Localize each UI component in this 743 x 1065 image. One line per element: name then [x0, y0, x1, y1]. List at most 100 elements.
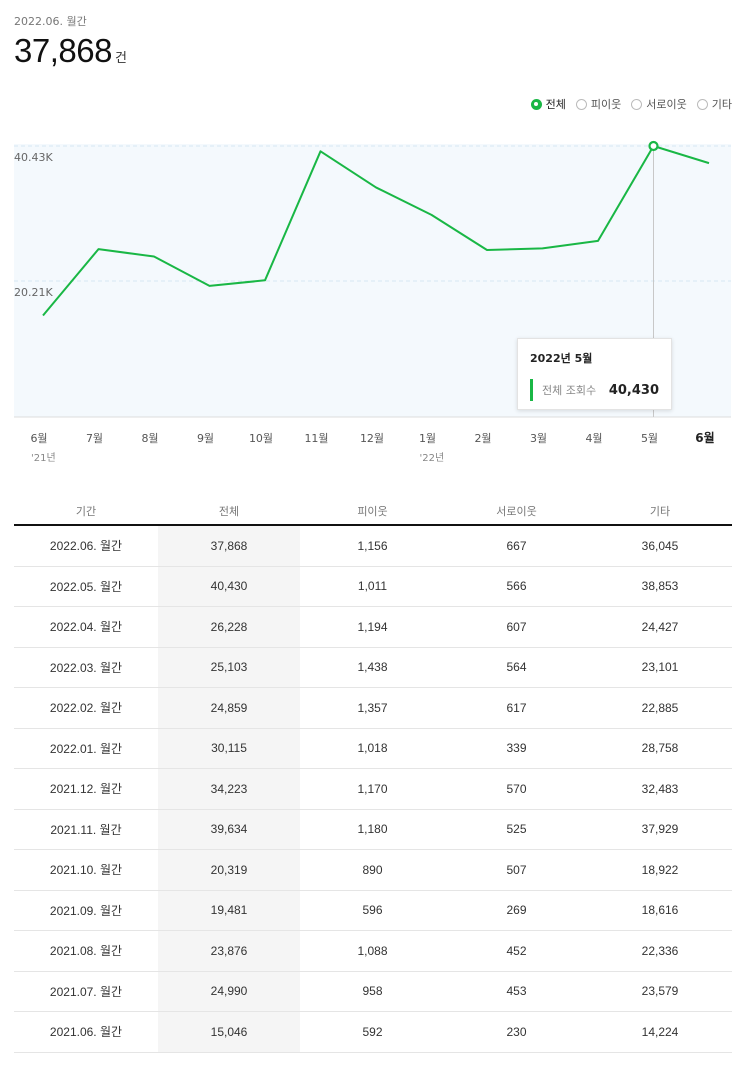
line-chart[interactable]: 20.21K 40.43K 6월 '21년 7월 8월 9월 10월 11월 12월 1월 '22년 2…: [0, 115, 743, 470]
stats-table: 기간 전체 피이웃 서로이웃 기타 2022.06. 월간 37,868 1,156 667 3…: [14, 497, 732, 1053]
table-cell: 1,438: [300, 647, 445, 688]
table-row: 2022.04. 월간 26,228 1,194 607 24,427: [14, 606, 732, 648]
table-cell: 34,223: [158, 768, 300, 810]
series-line: [42, 145, 710, 317]
highlight-point: [648, 140, 659, 152]
radio-icon: [530, 98, 542, 110]
table-cell: 2021.06. 월간: [14, 1011, 158, 1053]
table-cell: 1,170: [300, 768, 445, 810]
table-cell: 23,876: [158, 930, 300, 972]
table-row: 2022.05. 월간 40,430 1,011 566 38,853: [14, 566, 732, 607]
table-cell: 1,357: [300, 687, 445, 729]
x-tick-label: 11월: [304, 432, 328, 445]
table-cell: 525: [445, 809, 588, 850]
filter-neighbor[interactable]: 피이웃: [575, 96, 622, 112]
radio-icon: [631, 98, 643, 110]
table-cell: 2022.05. 월간: [14, 566, 158, 607]
table-cell: 269: [445, 890, 588, 931]
filter-mutual-neighbor[interactable]: 서로이웃: [631, 96, 687, 112]
radio-icon: [575, 98, 587, 110]
table-row: 2021.09. 월간 19,481 596 269 18,616: [14, 890, 732, 931]
filter-other[interactable]: 기타: [696, 96, 732, 112]
table-cell: 958: [300, 971, 445, 1012]
table-row: 2021.10. 월간 20,319 890 507 18,922: [14, 849, 732, 891]
table-row: 2021.07. 월간 24,990 958 453 23,579: [14, 971, 732, 1012]
x-tick-label: 4월: [585, 432, 602, 445]
table-cell: 37,929: [588, 809, 732, 850]
table-cell: 1,180: [300, 809, 445, 850]
filter-label: 기타: [711, 98, 732, 111]
table-row: 2022.06. 월간 37,868 1,156 667 36,045: [14, 525, 732, 567]
table-row: 2021.11. 월간 39,634 1,180 525 37,929: [14, 809, 732, 850]
table-cell: 22,885: [588, 687, 732, 729]
table-cell: 2022.06. 월간: [14, 525, 158, 567]
column-header: 전체: [158, 497, 300, 526]
table-cell: 2021.10. 월간: [14, 849, 158, 891]
table-cell: 15,046: [158, 1011, 300, 1053]
table-cell: 617: [445, 687, 588, 729]
x-tick-label: 6월: [695, 430, 714, 445]
x-tick-label: 1월: [419, 432, 436, 445]
filter-all[interactable]: 전체: [530, 96, 566, 112]
filter-label: 전체: [545, 98, 566, 111]
table-header-row: 기간 전체 피이웃 서로이웃 기타: [14, 497, 732, 526]
table-cell: 890: [300, 849, 445, 891]
column-header: 피이웃: [300, 497, 445, 526]
y-tick-label: 40.43K: [14, 151, 53, 164]
table-cell: 2022.04. 월간: [14, 606, 158, 648]
table-cell: 28,758: [588, 728, 732, 769]
table-cell: 564: [445, 647, 588, 688]
table-cell: 39,634: [158, 809, 300, 850]
tooltip-label: 전체 조회수: [542, 384, 597, 397]
x-tick-label: 6월: [30, 432, 47, 445]
table-cell: 38,853: [588, 566, 732, 607]
table-row: 2022.03. 월간 25,103 1,438 564 23,101: [14, 647, 732, 688]
table-cell: 2021.12. 월간: [14, 768, 158, 810]
column-header: 기간: [14, 497, 158, 526]
filter-label: 서로이웃: [646, 98, 687, 111]
table-cell: 22,336: [588, 930, 732, 972]
x-tick-label: 2월: [474, 432, 491, 445]
column-header: 기타: [588, 497, 732, 526]
table-cell: 592: [300, 1011, 445, 1053]
table-cell: 14,224: [588, 1011, 732, 1053]
table-cell: 1,194: [300, 606, 445, 648]
table-cell: 339: [445, 728, 588, 769]
table-cell: 2022.01. 월간: [14, 728, 158, 769]
table-cell: 20,319: [158, 849, 300, 891]
table-cell: 2022.02. 월간: [14, 687, 158, 729]
x-tick-label: 9월: [197, 432, 214, 445]
table-cell: 667: [445, 525, 588, 567]
table-cell: 24,859: [158, 687, 300, 729]
total-count: 37,868 건: [14, 32, 127, 70]
table-cell: 607: [445, 606, 588, 648]
table-cell: 2022.03. 월간: [14, 647, 158, 688]
table-cell: 26,228: [158, 606, 300, 648]
table-cell: 566: [445, 566, 588, 607]
x-tick-label: 10월: [249, 432, 273, 445]
table-cell: 1,088: [300, 930, 445, 972]
x-tick-sublabel: '21년: [31, 452, 56, 464]
chart-tooltip: 2022년 5월 전체 조회수 40,430: [517, 338, 672, 410]
table-cell: 452: [445, 930, 588, 972]
table-cell: 18,616: [588, 890, 732, 931]
table-cell: 1,011: [300, 566, 445, 607]
table-cell: 2021.07. 월간: [14, 971, 158, 1012]
filter-label: 피이웃: [590, 98, 622, 111]
table-cell: 2021.08. 월간: [14, 930, 158, 972]
total-unit: 건: [114, 51, 127, 66]
x-tick-label: 3월: [530, 432, 547, 445]
tooltip-series-marker: [530, 379, 533, 401]
tooltip-value: 40,430: [608, 382, 659, 398]
table-cell: 24,990: [158, 971, 300, 1012]
table-body: 2022.06. 월간 37,868 1,156 667 36,045 2022.05. …: [14, 525, 732, 1053]
series-filter: 전체 피이웃 서로이웃 기타: [530, 96, 732, 112]
table-cell: 30,115: [158, 728, 300, 769]
x-tick-label: 7월: [86, 432, 103, 445]
table-cell: 1,018: [300, 728, 445, 769]
total-number: 37,868: [14, 32, 112, 69]
column-header: 서로이웃: [445, 497, 588, 526]
table-cell: 36,045: [588, 525, 732, 567]
table-cell: 37,868: [158, 525, 300, 567]
table-row: 2022.01. 월간 30,115 1,018 339 28,758: [14, 728, 732, 769]
